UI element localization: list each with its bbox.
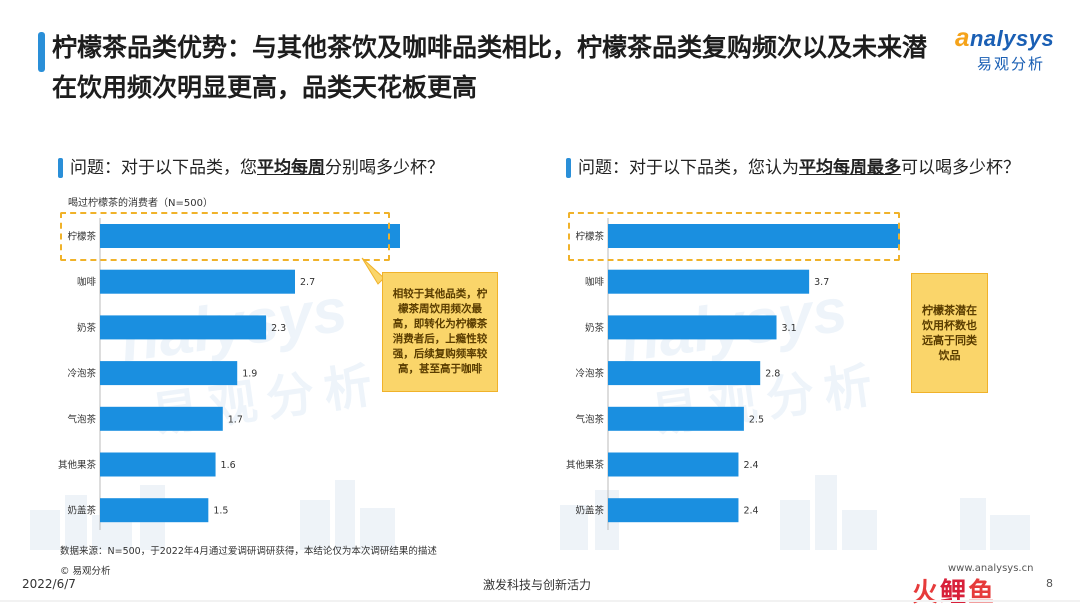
huoliyu-char-1: 火 xyxy=(912,578,941,608)
right-chart-category-label-0: 柠檬茶 xyxy=(575,231,604,243)
left-callout-pointer xyxy=(361,257,385,285)
left-chart-data-label-5: 1.6 xyxy=(221,460,236,471)
left-chart-bar-6 xyxy=(100,498,209,523)
left-chart-category-label-0: 柠檬茶 xyxy=(67,231,96,243)
left-chart-category-label-2: 奶茶 xyxy=(77,322,97,334)
left-question-prefix: 问题：对于以下品类，您 xyxy=(70,158,257,178)
right-chart-data-label-5: 2.4 xyxy=(743,460,758,471)
right-chart-category-label-1: 咖啡 xyxy=(585,276,605,288)
right-chart-category-label-2: 奶茶 xyxy=(585,322,605,334)
left-chart-data-label-6: 1.5 xyxy=(213,506,228,517)
page-number: 8 xyxy=(1046,577,1053,590)
right-chart-bar-5 xyxy=(608,452,739,477)
left-chart-data-label-4: 1.7 xyxy=(228,414,243,425)
right-question-emphasis: 平均每周最多 xyxy=(799,158,901,178)
logo-letter-a: a xyxy=(955,22,970,52)
right-chart-data-label-1: 3.7 xyxy=(814,277,829,288)
right-question-suffix: 可以喝多少杯？ xyxy=(901,158,1020,178)
right-question: 问题：对于以下品类，您认为平均每周最多可以喝多少杯？ xyxy=(578,155,1023,181)
copyright: © 易观分析 xyxy=(60,566,111,577)
left-chart-bar-3 xyxy=(100,361,238,386)
left-chart-category-label-3: 冷泡茶 xyxy=(67,368,96,380)
report-date: 2022/6/7 xyxy=(22,577,76,591)
right-chart-category-label-5: 其他果茶 xyxy=(566,459,605,471)
right-question-accent xyxy=(566,158,571,178)
respondent-note: 喝过柠檬茶的消费者（N=500） xyxy=(68,198,213,209)
huoliyu-char-2: 鲤 xyxy=(940,578,969,608)
logo-wordmark: nalysys xyxy=(969,26,1055,51)
website-url: www.analysys.cn xyxy=(948,563,1034,574)
right-chart-data-label-4: 2.5 xyxy=(749,414,764,425)
right-chart-bar-6 xyxy=(608,498,739,523)
right-chart-bar-2 xyxy=(608,315,777,340)
right-chart-data-label-6: 2.4 xyxy=(743,506,758,517)
left-question-emphasis: 平均每周 xyxy=(257,158,325,178)
right-bar-chart: 柠檬茶5.6咖啡3.7奶茶3.1冷泡茶2.8气泡茶2.5其他果茶2.4奶盖茶2.… xyxy=(566,218,900,530)
left-chart-bar-1 xyxy=(100,269,295,294)
left-chart-data-label-3: 1.9 xyxy=(242,369,257,380)
right-chart-data-label-3: 2.8 xyxy=(765,369,780,380)
left-question-suffix: 分别喝多少杯？ xyxy=(325,158,444,178)
right-callout: 柠檬茶潜在饮用杯数也远高于同类饮品 xyxy=(911,273,988,393)
huoliyu-char-3: 鱼 xyxy=(968,578,997,608)
analysys-logo: analysys 易观分析 xyxy=(955,22,1065,82)
footer-line xyxy=(0,600,1080,602)
left-chart-category-label-6: 奶盖茶 xyxy=(67,505,96,517)
slogan: 激发科技与创新活力 xyxy=(483,578,592,592)
left-chart-bar-4 xyxy=(100,406,223,431)
left-chart-category-label-4: 气泡茶 xyxy=(67,413,96,425)
right-chart-bar-0 xyxy=(608,224,900,248)
right-chart-data-label-2: 3.1 xyxy=(782,323,797,334)
left-callout: 相较于其他品类，柠檬茶周饮用频次最高，即转化为柠檬茶消费者后，上瘾性较强，后续复… xyxy=(382,272,498,392)
right-chart-bar-3 xyxy=(608,361,761,386)
huoliyu-logo: 火鲤鱼 xyxy=(912,572,996,609)
skyline-decoration xyxy=(30,475,1030,550)
right-chart-category-label-4: 气泡茶 xyxy=(575,413,604,425)
left-highlight-box xyxy=(60,212,390,261)
left-chart-bar-2 xyxy=(100,315,267,340)
left-chart-bar-0 xyxy=(100,224,400,248)
logo-cn: 易观分析 xyxy=(977,55,1046,73)
right-chart-category-label-3: 冷泡茶 xyxy=(575,368,604,380)
left-chart-data-label-1: 2.7 xyxy=(300,277,315,288)
right-chart-category-label-6: 奶盖茶 xyxy=(575,505,604,517)
left-chart-data-label-2: 2.3 xyxy=(271,323,286,334)
left-chart-category-label-1: 咖啡 xyxy=(77,276,97,288)
left-bar-chart: 柠檬茶4.2咖啡2.7奶茶2.3冷泡茶1.9气泡茶1.7其他果茶1.6奶盖茶1.… xyxy=(58,218,400,530)
left-chart-bar-5 xyxy=(100,452,216,477)
right-highlight-box xyxy=(568,212,900,261)
right-question-prefix: 问题：对于以下品类，您认为 xyxy=(578,158,799,178)
left-question: 问题：对于以下品类，您平均每周分别喝多少杯？ xyxy=(70,155,530,181)
right-chart-bar-4 xyxy=(608,406,744,431)
title-accent-bar xyxy=(38,32,45,72)
left-question-accent xyxy=(58,158,63,178)
page-title: 柠檬茶品类优势：与其他茶饮及咖啡品类相比，柠檬茶品类复购频次以及未来潜在饮用频次… xyxy=(52,33,928,102)
right-chart-bar-1 xyxy=(608,269,810,294)
left-chart-category-label-5: 其他果茶 xyxy=(58,459,97,471)
data-source-note: 数据来源：N=500，于2022年4月通过爱调研调研获得，本结论仅为本次调研结果… xyxy=(60,546,437,557)
